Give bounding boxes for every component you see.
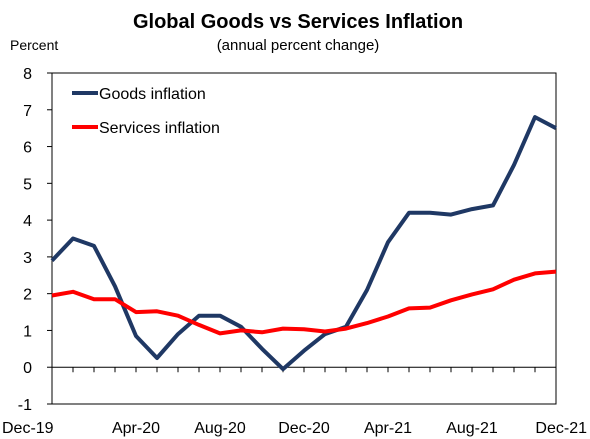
y-tick-label: 2 — [23, 287, 32, 304]
x-tick-label: Apr-20 — [112, 420, 160, 437]
legend-label-services: Services inflation — [99, 120, 220, 137]
chart-title: Global Goods vs Services Inflation — [133, 11, 463, 33]
plot-area-frame — [51, 72, 557, 405]
y-tick-label: 1 — [23, 323, 32, 340]
x-axis: Dec-19 Apr-20 Aug-20 Dec-20 Apr-21 Aug-21 Dec-… — [2, 367, 587, 437]
y-tick-label: 5 — [23, 176, 32, 193]
legend: Goods inflation Services inflation — [72, 86, 220, 137]
x-tick-label: Dec-19 — [2, 420, 54, 437]
series-line-services-inflation — [51, 269, 557, 336]
y-tick-label: -1 — [18, 397, 32, 414]
y-axis: -1 0 1 2 3 4 5 6 7 8 — [18, 66, 556, 414]
x-tick-label: Apr-21 — [364, 420, 412, 437]
y-tick-label: 8 — [23, 66, 32, 83]
x-tick-label: Dec-20 — [278, 420, 330, 437]
x-tick-label: Aug-20 — [194, 420, 246, 437]
series-line-goods-inflation — [50, 115, 557, 372]
y-tick-label: 0 — [23, 360, 32, 377]
x-tick-label: Aug-21 — [446, 420, 498, 437]
y-axis-unit-label: Percent — [10, 37, 58, 53]
series-lines — [50, 115, 557, 372]
legend-label-goods: Goods inflation — [99, 86, 206, 103]
y-tick-label: 7 — [23, 103, 32, 120]
y-tick-label: 6 — [23, 140, 32, 157]
y-tick-label: 4 — [23, 213, 32, 230]
y-tick-label: 3 — [23, 250, 32, 267]
chart-subtitle: (annual percent change) — [217, 37, 380, 54]
x-tick-label: Dec-21 — [535, 420, 587, 437]
